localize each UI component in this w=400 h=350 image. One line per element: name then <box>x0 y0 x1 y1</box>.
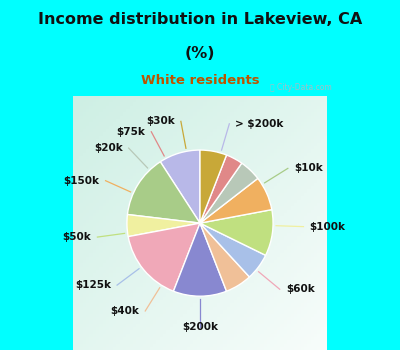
Text: $75k: $75k <box>116 127 145 137</box>
Text: $30k: $30k <box>146 117 175 126</box>
Text: $20k: $20k <box>94 143 122 153</box>
Wedge shape <box>200 210 273 255</box>
Text: $40k: $40k <box>110 306 139 316</box>
Wedge shape <box>128 162 200 223</box>
Text: White residents: White residents <box>141 74 259 87</box>
Wedge shape <box>200 150 226 223</box>
Text: $10k: $10k <box>294 163 323 173</box>
Wedge shape <box>200 223 266 277</box>
Wedge shape <box>160 150 200 223</box>
Wedge shape <box>200 178 272 223</box>
Text: Income distribution in Lakeview, CA: Income distribution in Lakeview, CA <box>38 12 362 27</box>
Wedge shape <box>128 223 200 291</box>
Text: $50k: $50k <box>62 232 91 242</box>
Wedge shape <box>174 223 226 296</box>
Text: ⓘ City-Data.com: ⓘ City-Data.com <box>270 83 332 92</box>
Text: $150k: $150k <box>64 176 100 186</box>
Text: $100k: $100k <box>310 222 346 232</box>
Text: $60k: $60k <box>286 284 314 294</box>
Wedge shape <box>200 223 250 291</box>
Text: > $200k: > $200k <box>236 119 284 129</box>
Wedge shape <box>200 155 242 223</box>
Wedge shape <box>127 215 200 237</box>
Text: $200k: $200k <box>182 322 218 332</box>
Text: (%): (%) <box>185 46 215 61</box>
Text: $125k: $125k <box>75 280 111 290</box>
Wedge shape <box>200 163 258 223</box>
